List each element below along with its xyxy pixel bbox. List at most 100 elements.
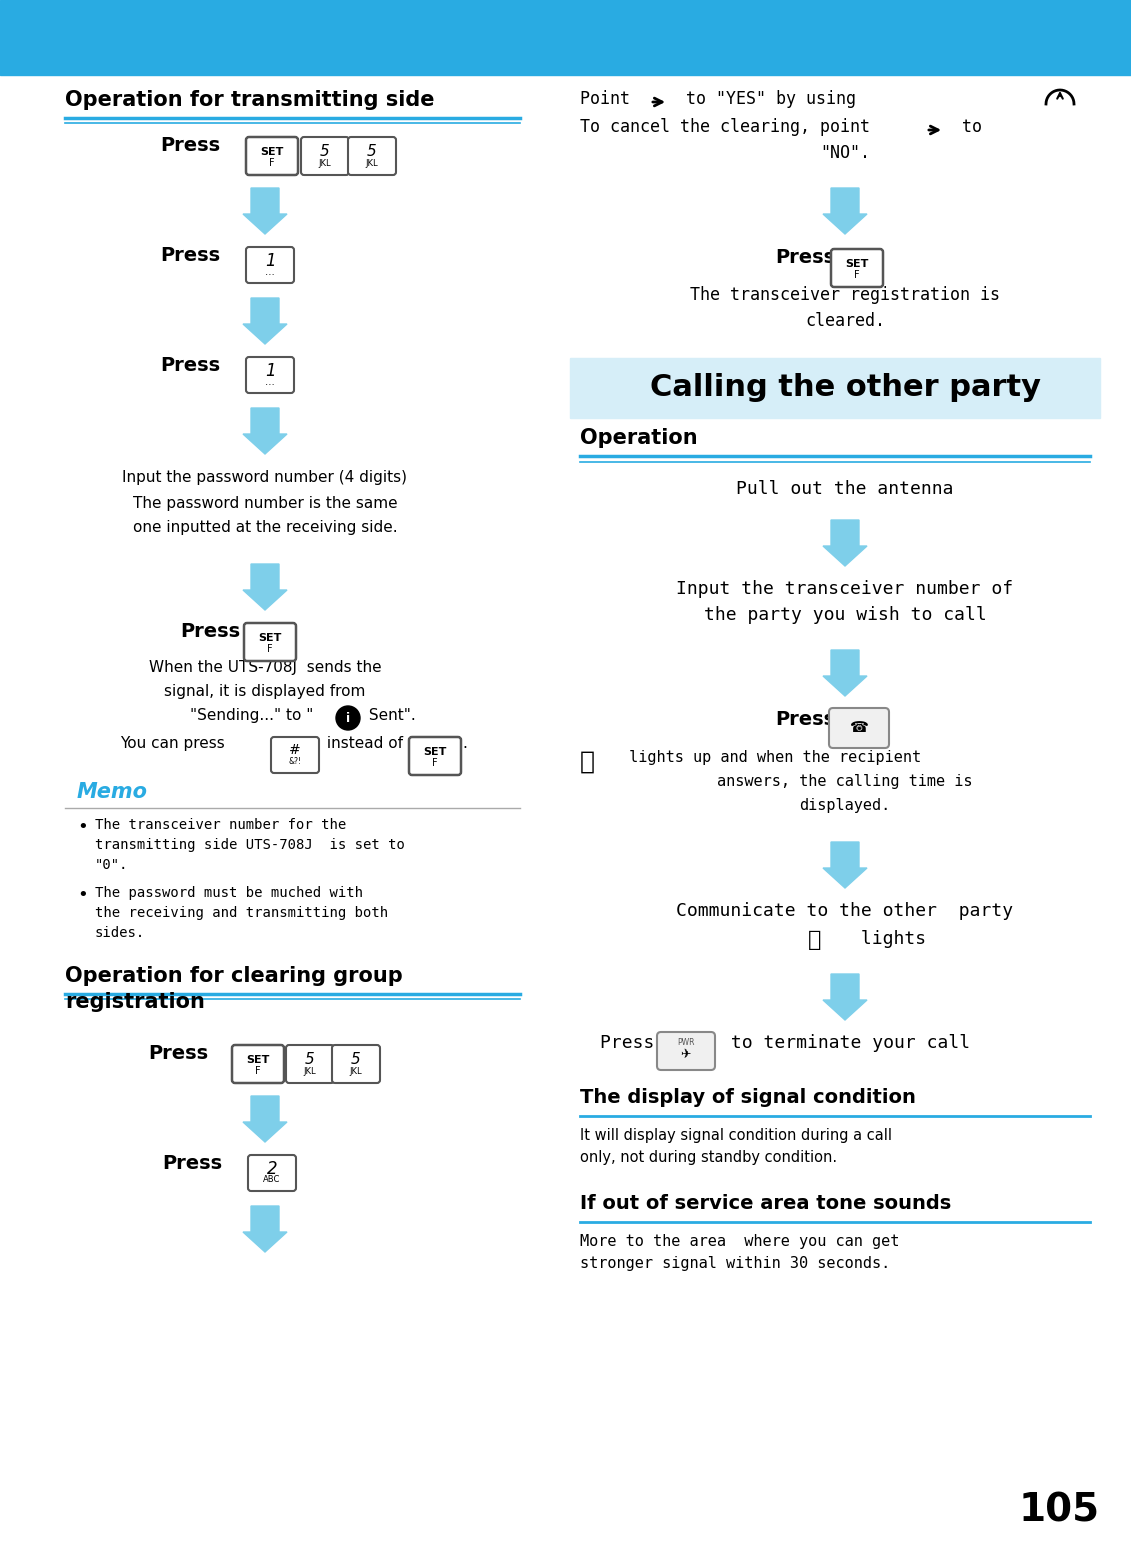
Text: 📶: 📶 [809,930,822,950]
Text: registration: registration [64,992,205,1012]
Text: Press: Press [775,711,835,729]
Text: only, not during standby condition.: only, not during standby condition. [580,1150,837,1166]
Text: to terminate your call: to terminate your call [720,1034,970,1053]
Bar [570,358,1100,418]
Text: ABC: ABC [264,1175,280,1184]
Text: The password number is the same: The password number is the same [132,495,397,511]
Polygon shape [243,1206,287,1252]
Text: cleared.: cleared. [805,313,884,330]
Text: answers, the calling time is: answers, the calling time is [717,774,973,789]
Text: F: F [256,1067,261,1076]
FancyBboxPatch shape [247,138,297,175]
FancyBboxPatch shape [247,248,294,283]
FancyBboxPatch shape [244,622,296,661]
Text: It will display signal condition during a call: It will display signal condition during … [580,1128,892,1142]
Text: SET: SET [423,748,447,757]
Text: ✈: ✈ [681,1048,691,1060]
Text: Press: Press [159,136,221,155]
Text: •: • [77,817,88,836]
FancyBboxPatch shape [286,1045,334,1084]
Text: the receiving and transmitting both: the receiving and transmitting both [95,906,388,920]
Text: SET: SET [247,1056,269,1065]
Text: i: i [346,712,351,724]
Polygon shape [243,409,287,454]
Text: sides.: sides. [95,926,145,940]
Text: More to the area  where you can get: More to the area where you can get [580,1234,899,1249]
Text: SET: SET [845,259,869,269]
Text: transmitting side UTS-708J  is set to: transmitting side UTS-708J is set to [95,837,405,851]
Text: F: F [432,759,438,768]
Text: Input the password number (4 digits): Input the password number (4 digits) [122,471,407,485]
Text: Calling the other party: Calling the other party [649,373,1041,402]
Text: JKL: JKL [349,1067,362,1076]
Text: to "YES" by using: to "YES" by using [676,90,866,108]
Text: ☎: ☎ [849,720,869,735]
Text: SET: SET [258,633,282,642]
Polygon shape [243,187,287,234]
FancyBboxPatch shape [829,707,889,748]
Text: Press: Press [775,248,835,266]
Text: 105: 105 [1019,1492,1100,1529]
Text: The password must be muched with: The password must be muched with [95,885,363,899]
Text: Operation for clearing group: Operation for clearing group [64,966,403,986]
Text: &?!: &?! [288,757,302,766]
FancyBboxPatch shape [333,1045,380,1084]
Text: instead of: instead of [322,735,408,751]
Text: Press: Press [159,246,221,265]
Text: #: # [290,743,301,757]
Text: "Sending..." to ": "Sending..." to " [190,707,313,723]
FancyBboxPatch shape [248,1155,296,1190]
Text: Press: Press [601,1034,665,1053]
Text: Press: Press [148,1043,208,1063]
FancyBboxPatch shape [301,138,349,175]
Polygon shape [243,563,287,610]
Text: 1: 1 [265,251,275,269]
Text: …: … [265,266,275,277]
Text: Pull out the antenna: Pull out the antenna [736,480,953,498]
Polygon shape [823,187,867,234]
Text: Press: Press [159,356,221,375]
Text: SET: SET [260,147,284,158]
Text: The display of signal condition: The display of signal condition [580,1088,916,1107]
Text: Input the transceiver number of: Input the transceiver number of [676,580,1013,598]
Text: the party you wish to call: the party you wish to call [703,605,986,624]
FancyBboxPatch shape [232,1045,284,1084]
Text: 5: 5 [320,144,330,159]
Text: Operation: Operation [580,427,698,447]
Polygon shape [823,650,867,697]
FancyBboxPatch shape [271,737,319,772]
Text: .: . [461,735,467,751]
Text: 5: 5 [368,144,377,159]
Text: F: F [854,269,860,280]
Text: displayed.: displayed. [800,799,890,813]
Text: Operation for transmitting side: Operation for transmitting side [64,90,434,110]
Circle shape [336,706,360,731]
Text: F: F [269,158,275,169]
Text: one inputted at the receiving side.: one inputted at the receiving side. [132,520,397,536]
Polygon shape [243,299,287,344]
Polygon shape [823,974,867,1020]
Text: Memo: Memo [77,782,148,802]
Text: The transceiver number for the: The transceiver number for the [95,817,346,831]
Text: lights up and when the recipient: lights up and when the recipient [620,749,921,765]
Text: …: … [265,376,275,387]
Text: Press: Press [162,1153,222,1173]
Text: To cancel the clearing, point: To cancel the clearing, point [580,118,880,136]
Bar [0,0,1131,74]
Text: •: • [77,885,88,904]
FancyBboxPatch shape [409,737,461,776]
Text: PWR: PWR [677,1039,694,1046]
FancyBboxPatch shape [247,358,294,393]
Text: 🕻: 🕻 [580,749,595,774]
Text: JKL: JKL [304,1067,317,1076]
Text: "NO".: "NO". [820,144,870,163]
Text: Press: Press [180,622,240,641]
FancyBboxPatch shape [348,138,396,175]
Text: stronger signal within 30 seconds.: stronger signal within 30 seconds. [580,1255,890,1271]
Text: Communicate to the other  party: Communicate to the other party [676,902,1013,920]
FancyBboxPatch shape [657,1033,715,1070]
Polygon shape [243,1096,287,1142]
Text: Sent".: Sent". [364,707,416,723]
Text: JKL: JKL [365,158,378,167]
Text: Point: Point [580,90,640,108]
